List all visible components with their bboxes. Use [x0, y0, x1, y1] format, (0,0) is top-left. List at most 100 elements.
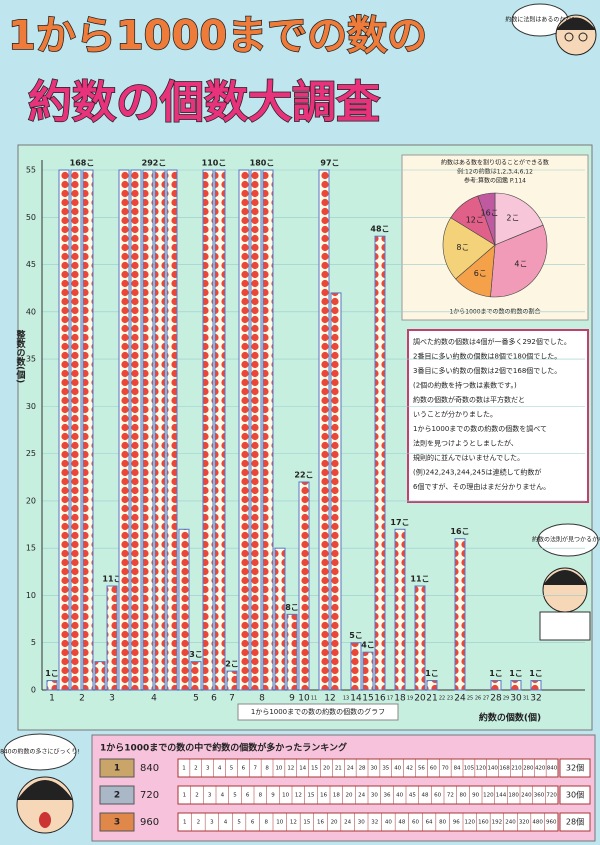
rank: 2	[114, 791, 120, 801]
value-label: 11こ	[102, 575, 121, 584]
divisor: 45	[409, 793, 416, 799]
note-line: 約数の個数が奇数の数は平方数だと	[413, 395, 525, 404]
value-label: 3こ	[189, 650, 203, 659]
x-tick-label: 26	[475, 696, 481, 702]
x-tick-label: 20	[414, 694, 426, 704]
divisor: 360	[534, 793, 545, 799]
note-line: 調べた約数の個数は4個が一番多く292個でした。	[413, 337, 571, 346]
bar-column	[454, 538, 466, 691]
divisor: 4	[218, 766, 222, 772]
divisor: 1	[182, 766, 186, 772]
x-tick-label: 6	[211, 694, 217, 704]
divisor: 18	[333, 793, 340, 799]
divisor: 5	[230, 766, 234, 772]
divisor: 30	[371, 793, 378, 799]
divisor: 192	[492, 820, 503, 826]
value-label: 97こ	[320, 159, 339, 168]
crown	[99, 785, 135, 805]
divisor: 3	[210, 820, 214, 826]
divisor: 9	[271, 793, 275, 799]
x-tick-label: 28	[490, 694, 502, 704]
bar	[490, 680, 502, 691]
note-line: 法則を見つけようとしましたが、	[413, 439, 518, 448]
bar-column	[178, 528, 190, 691]
divisor: 24	[347, 766, 354, 772]
y-tick-label: 40	[26, 307, 36, 316]
bar-column	[374, 235, 386, 691]
y-tick-label: 30	[26, 402, 36, 411]
y-tick-label: 25	[26, 449, 36, 458]
x-tick-label: 22	[439, 696, 445, 702]
bar-column	[70, 169, 82, 691]
x-tick-label: 12	[324, 694, 335, 704]
bar	[226, 670, 238, 691]
divisor: 3	[206, 766, 210, 772]
y-tick-label: 0	[31, 686, 36, 695]
value-label: 180こ	[250, 159, 275, 168]
value-label: 1こ	[425, 669, 439, 678]
divisor: 10	[275, 766, 282, 772]
bar	[118, 169, 190, 691]
pie-note: 参考:算数の図鑑 P.114	[464, 177, 526, 185]
divisor: 7	[253, 766, 257, 772]
bar-column	[530, 680, 542, 691]
divisor: 8	[265, 766, 269, 772]
value-label: 168こ	[70, 159, 95, 168]
y-axis-label: 整数の数(個)	[15, 329, 27, 383]
bubble-text: 約数の法則が見つかるかな	[532, 536, 600, 544]
bar	[58, 169, 106, 691]
bar-column	[142, 169, 154, 691]
divisor: 12	[290, 820, 297, 826]
divisor: 160	[478, 820, 489, 826]
divisor: 4	[224, 820, 228, 826]
divisor: 80	[460, 793, 467, 799]
value-label: 5こ	[349, 631, 363, 640]
divisor: 20	[323, 766, 330, 772]
pie-slice	[442, 217, 496, 280]
value-label: 2こ	[225, 660, 239, 669]
divisor: 480	[532, 820, 543, 826]
ranked-number: 960	[140, 817, 159, 828]
x-tick-label: 14	[350, 694, 362, 704]
divisor: 40	[385, 820, 392, 826]
bar-column	[394, 528, 406, 691]
divisor: 16	[317, 820, 324, 826]
bubble-text: 840の約数の多さにびっくり!	[0, 748, 80, 756]
bar-column	[46, 680, 58, 691]
bar-column	[298, 481, 310, 691]
divisor: 36	[384, 793, 391, 799]
bar-column	[318, 169, 330, 691]
bar-column	[190, 661, 202, 691]
bar-column	[226, 670, 238, 691]
pie-label: 8こ	[456, 243, 469, 252]
x-tick-label: 29	[503, 696, 509, 702]
pie-label: 2こ	[506, 214, 519, 223]
divisor: 24	[344, 820, 351, 826]
pie-note: 例:12の約数は1,2,3,4,6,12	[457, 168, 533, 176]
y-tick-label: 15	[26, 544, 36, 553]
x-tick-label: 18	[394, 694, 406, 704]
pie-slice	[490, 224, 548, 298]
x-tick-label: 5	[193, 694, 199, 704]
bar-column	[362, 651, 374, 691]
divisor: 120	[483, 793, 494, 799]
x-tick-label: 19	[407, 696, 413, 702]
bar-column	[202, 169, 214, 691]
bar-column	[94, 661, 106, 691]
x-tick-label: 17	[387, 696, 393, 702]
divisor: 6	[242, 766, 246, 772]
value-label: 110こ	[202, 159, 227, 168]
divisor-count: 30個	[566, 790, 584, 800]
count-box	[559, 785, 591, 805]
divisor: 280	[523, 766, 534, 772]
bubble-text: 約数に法則はあるのかな?	[505, 16, 574, 24]
divisor: 30	[370, 766, 377, 772]
crown	[99, 812, 135, 832]
divisor: 105	[464, 766, 475, 772]
count-box	[559, 758, 591, 778]
divisor: 6	[251, 820, 255, 826]
divisor: 20	[331, 820, 338, 826]
ranked-number: 720	[140, 790, 159, 801]
divisor: 28	[359, 766, 366, 772]
value-label: 48こ	[370, 225, 389, 234]
